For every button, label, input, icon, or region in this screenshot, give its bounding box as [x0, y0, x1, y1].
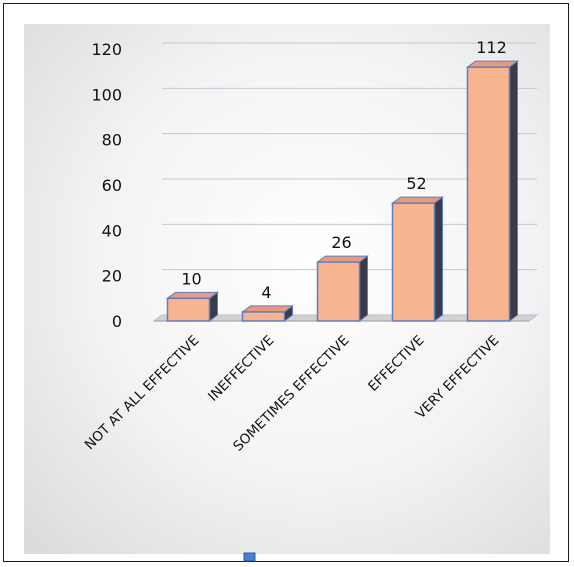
bar-top: [166, 291, 219, 299]
plot-background: [24, 24, 550, 554]
data-label: 10: [181, 269, 201, 288]
y-tick-label: 0: [112, 312, 122, 331]
data-labels: 10 4 26 52 112: [181, 38, 506, 302]
bar-side: [359, 255, 368, 322]
bar-side: [509, 60, 518, 322]
legend-swatch: [243, 552, 256, 562]
data-label: 4: [261, 283, 271, 302]
chart-frame: 0 20 40 60 80 100 120 10 4 26 52 112 NOT AT ALL EF…: [3, 3, 569, 562]
bar-top: [316, 255, 369, 263]
bar-front: [241, 311, 286, 322]
y-axis-ticks: 0 20 40 60 80 100 120: [91, 40, 122, 331]
bar: [391, 196, 444, 322]
y-tick-label: 20: [102, 267, 122, 286]
bars: [166, 60, 519, 322]
bar-front: [466, 66, 511, 322]
bar-top: [466, 60, 519, 68]
y-tick-label: 40: [102, 221, 122, 240]
y-tick-label: 80: [102, 131, 122, 150]
data-label: 26: [331, 233, 351, 252]
legend: [243, 552, 256, 562]
bar-top: [391, 196, 444, 204]
bar-side: [434, 196, 443, 322]
bar-front: [316, 261, 361, 322]
y-tick-label: 60: [102, 176, 122, 195]
bar-front: [391, 202, 436, 322]
data-label: 52: [406, 174, 426, 193]
bar-top: [241, 305, 294, 313]
bar: [241, 304, 294, 322]
y-tick-label: 120: [91, 40, 122, 59]
bar-front: [166, 297, 211, 322]
bar: [316, 255, 369, 322]
y-tick-label: 100: [91, 85, 122, 104]
bar: [466, 60, 519, 322]
data-label: 112: [476, 38, 507, 57]
bar: [166, 291, 219, 322]
